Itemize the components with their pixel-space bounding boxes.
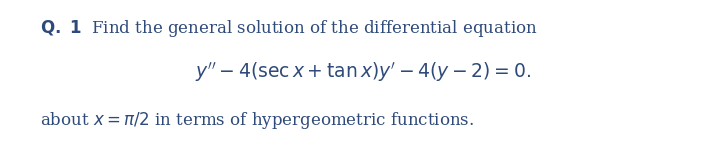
Text: $y'' - 4(\sec x + \tan x)y' - 4(y - 2) = 0.$: $y'' - 4(\sec x + \tan x)y' - 4(y - 2) =…: [196, 61, 531, 84]
Text: about $x = \pi/2$ in terms of hypergeometric functions.: about $x = \pi/2$ in terms of hypergeome…: [40, 110, 474, 131]
Text: $\bf{Q.\ 1}$  Find the general solution of the differential equation: $\bf{Q.\ 1}$ Find the general solution o…: [40, 18, 538, 39]
